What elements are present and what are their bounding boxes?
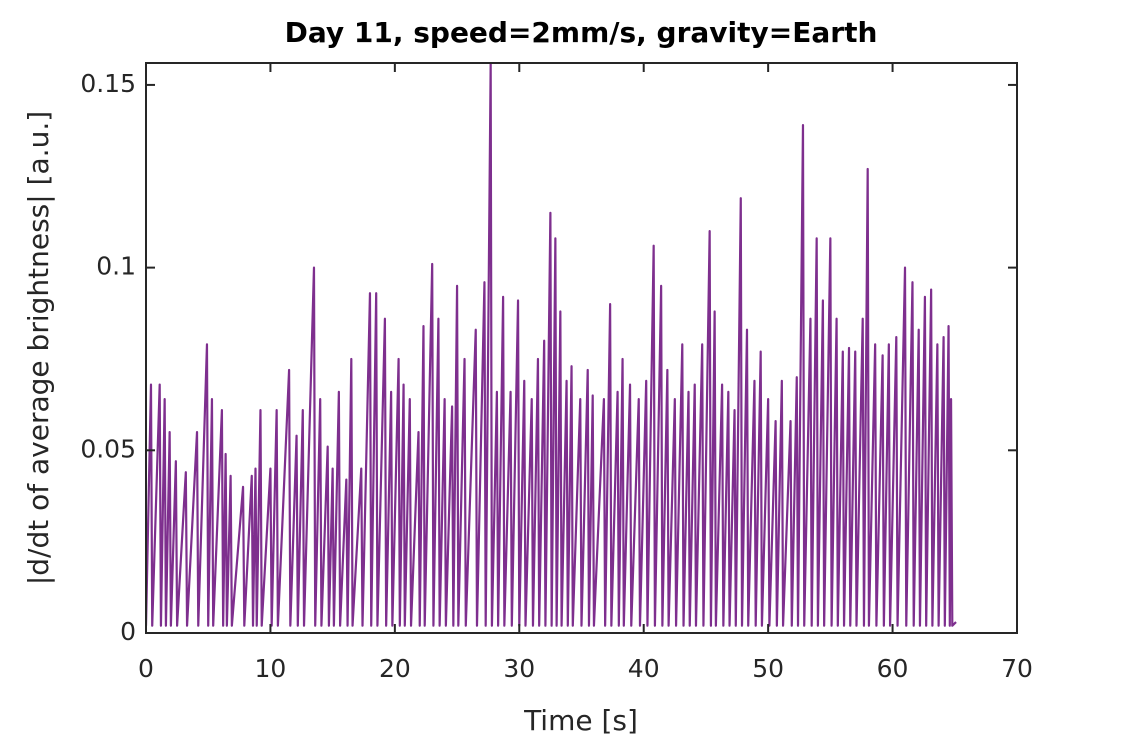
x-tick-label: 10	[255, 654, 287, 683]
x-tick-label: 50	[752, 654, 784, 683]
data-line	[146, 63, 957, 627]
chart-title: Day 11, speed=2mm/s, gravity=Earth	[285, 16, 878, 49]
x-tick-label: 70	[1001, 654, 1033, 683]
x-tick-label: 40	[628, 654, 660, 683]
x-tick-label: 0	[138, 654, 154, 683]
plot-area	[146, 63, 957, 627]
x-tick-label: 20	[379, 654, 411, 683]
x-tick-label: 60	[877, 654, 909, 683]
x-axis-label: Time [s]	[523, 704, 638, 737]
y-tick-label: 0.15	[80, 69, 136, 98]
y-tick-label: 0.1	[96, 252, 136, 281]
y-tick-label: 0	[120, 617, 136, 646]
x-tick-label: 30	[503, 654, 535, 683]
axes-box	[145, 62, 1018, 634]
y-tick-label: 0.05	[80, 434, 136, 463]
y-axis-label: |d/dt of average brightness| [a.u.]	[22, 111, 55, 585]
